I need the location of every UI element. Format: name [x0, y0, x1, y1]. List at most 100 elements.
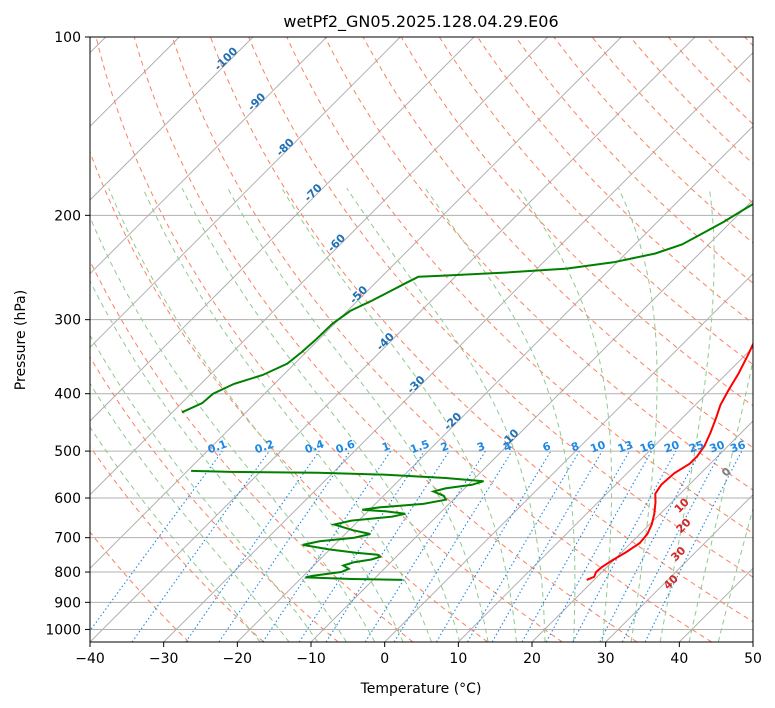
- y-tick-label: 400: [54, 387, 81, 403]
- isotherm: [531, 420, 753, 642]
- x-tick-label: 0: [380, 651, 389, 667]
- mixing-ratio-label: 16: [638, 438, 657, 456]
- dry-adiabat: [210, 37, 753, 623]
- y-tick-label: 700: [54, 531, 81, 547]
- y-axis-label: Pressure (hPa): [13, 290, 29, 390]
- dry-adiabat: [515, 37, 753, 284]
- x-tick-label: −40: [75, 651, 105, 667]
- isotherm: [457, 346, 753, 642]
- y-tick-label: 900: [54, 595, 81, 611]
- mixing-ratio-label: 6: [541, 439, 553, 454]
- moist-adiabat: [618, 187, 658, 642]
- x-tick-label: −30: [149, 651, 179, 667]
- dewpoint-upper-profile: [181, 202, 753, 414]
- moist-adiabat: [717, 506, 753, 642]
- dry-adiabat: [95, 37, 563, 642]
- x-tick-label: −20: [223, 651, 253, 667]
- moist-adiabat: [142, 187, 432, 642]
- mixing-ratio-line: [131, 450, 270, 642]
- mixing-ratio-label: 20: [662, 438, 681, 456]
- y-axis: 100 200 300 400 500 600 700 800 900 1000: [45, 30, 90, 638]
- x-tick-label: 10: [449, 651, 467, 667]
- mixing-ratio-label: 36: [728, 438, 747, 456]
- y-tick-label: 800: [54, 565, 81, 581]
- mixing-ratio-label: 10: [588, 438, 607, 456]
- mixing-ratio-line: [325, 450, 450, 642]
- x-tick-label: −10: [296, 651, 326, 667]
- isotherm: [236, 125, 753, 642]
- dry-adiabat: [400, 37, 753, 407]
- moist-adiabat: [108, 188, 404, 642]
- mixing-ratio-label: 0.2: [253, 437, 276, 456]
- x-tick-label: 40: [670, 651, 688, 667]
- moist-adiabat: [90, 426, 261, 642]
- mixing-ratio-label: 0.1: [206, 437, 229, 456]
- x-tick-label: 30: [597, 651, 615, 667]
- mixing-ratio-label: 1: [380, 439, 392, 454]
- mixing-ratio-line: [572, 450, 677, 642]
- mixing-ratio-label: 25: [687, 438, 706, 455]
- dry-adiabat: [171, 37, 712, 642]
- dry-adiabat: [90, 445, 264, 642]
- mixing-ratio-label: 8: [569, 439, 581, 454]
- isotherm: [90, 37, 549, 496]
- mixing-ratio-label: 3: [475, 439, 487, 454]
- mixing-ratio-label: 30: [708, 438, 727, 456]
- mixing-ratio-line: [185, 450, 320, 642]
- moist-adiabat: [517, 187, 613, 642]
- x-tick-label: 50: [744, 651, 762, 667]
- chart-title: wetPf2_GN05.2025.128.04.29.E06: [283, 12, 558, 32]
- isotherm: [90, 37, 622, 570]
- y-tick-label: 1000: [45, 622, 81, 638]
- dry-adiabat: [90, 259, 414, 642]
- dry-adiabat: [90, 531, 190, 642]
- mixing-ratio-label: 0.4: [303, 437, 326, 456]
- moist-adiabat: [281, 187, 517, 642]
- isotherm: [90, 37, 696, 642]
- dry-adiabat: [248, 37, 753, 578]
- plot-frame: [89, 36, 754, 643]
- x-axis: −40 −30 −20 −10 0 10 20 30 40 50: [75, 642, 762, 667]
- moist-adiabat: [181, 187, 461, 642]
- mixing-ratio-line: [644, 450, 743, 642]
- moist-adiabat: [424, 187, 576, 642]
- mixing-ratio-label: 13: [616, 438, 635, 455]
- temperature-profile: [586, 341, 753, 581]
- isotherm: [90, 37, 475, 422]
- moist-adiabat: [659, 188, 715, 642]
- y-tick-label: 100: [54, 30, 81, 46]
- y-tick-label: 500: [54, 444, 81, 460]
- mixing-ratio-line: [218, 450, 351, 642]
- isotherm: [90, 37, 401, 349]
- moist-adiabat: [688, 358, 753, 642]
- mixing-ratio-label: 4: [502, 439, 514, 454]
- y-tick-label: 600: [54, 491, 81, 507]
- isotherm: [384, 272, 753, 642]
- x-tick-label: 20: [523, 651, 541, 667]
- isotherm: [605, 493, 753, 642]
- inline-labels: 0.1 0.2 0.4 0.6 1 1.5 2 3 4 6 8 10 13 16 20 25 30 36-100-…: [206, 44, 748, 592]
- y-tick-label: 200: [54, 208, 81, 224]
- background-lines: [90, 37, 753, 642]
- mixing-ratio-line: [90, 450, 223, 632]
- mixing-ratio-line: [521, 450, 630, 642]
- mixing-ratio-label: 2: [439, 439, 451, 454]
- mixing-ratio-line: [393, 450, 513, 642]
- dry-adiabat: [90, 150, 488, 642]
- isotherm: [163, 51, 753, 642]
- dewpoint-profile: [191, 469, 484, 581]
- moist-adiabat: [90, 279, 347, 642]
- y-tick-label: 300: [54, 313, 81, 329]
- isotherm: [90, 37, 328, 275]
- dry-adiabat: [90, 356, 339, 642]
- moist-adiabat: [346, 187, 546, 642]
- dry-adiabat: [438, 37, 753, 366]
- moist-adiabat: [227, 187, 489, 642]
- moist-adiabat: [90, 334, 319, 642]
- moist-adiabat: [90, 382, 290, 642]
- mixing-ratio-line: [262, 450, 392, 642]
- dry-adiabat: [286, 37, 753, 534]
- data-lines: [181, 202, 753, 581]
